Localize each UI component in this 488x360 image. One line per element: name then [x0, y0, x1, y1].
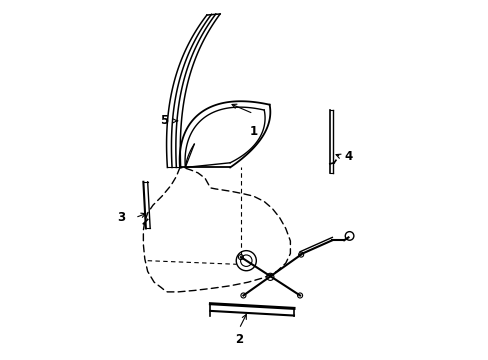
Text: 5: 5 [160, 114, 167, 127]
Text: 1: 1 [249, 125, 257, 138]
Text: 2: 2 [235, 333, 243, 346]
Text: 3: 3 [117, 211, 124, 224]
Text: 4: 4 [344, 150, 352, 163]
